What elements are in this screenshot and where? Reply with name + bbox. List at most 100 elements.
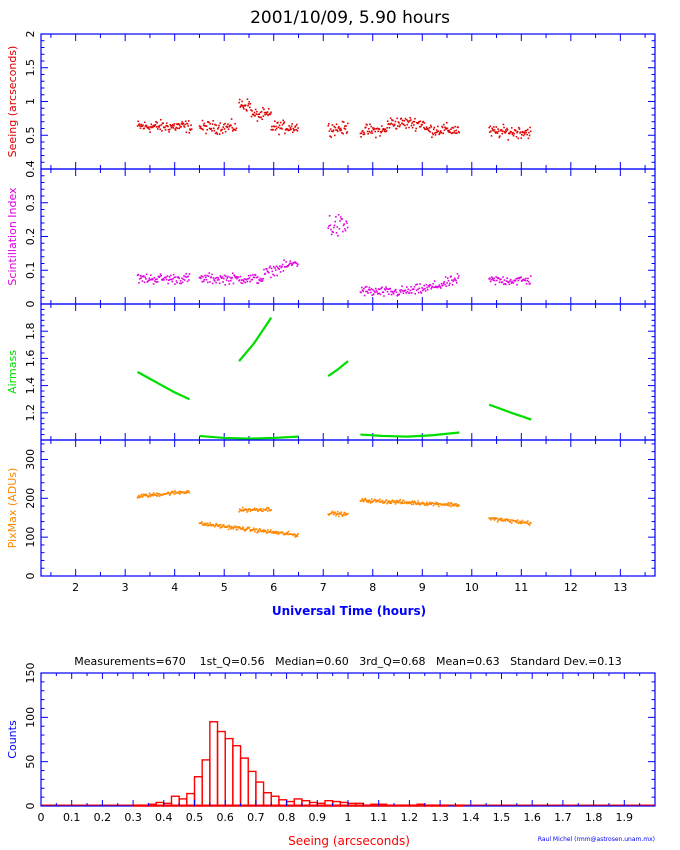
seeing-panel: 0.5 1 1.5 2 Seeing (arcseconds) [6,31,656,170]
seeing-point [273,125,276,128]
pixmax-point [438,505,440,508]
histogram-bar [186,792,196,807]
seeing-point [160,124,163,126]
pixmax-point [202,524,205,526]
pixmax-point [269,530,272,533]
seeing-point [267,114,269,117]
scintillation-point [181,277,183,280]
pixmax-panel: 0 100 200 300 PixMax (ADUs) 2 3 4 5 6 7 8 9 10 11 12 13 [6,439,656,594]
seeing-point [187,125,189,127]
scintillation-point [388,293,390,296]
scintillation-point [275,265,278,268]
scintillation-point [389,287,392,290]
pixmax-point [405,502,408,505]
histogram-x-tick-label: 0.4 [155,811,173,824]
pixmax-point [258,530,260,533]
scintillation-point [394,289,396,292]
histogram-x-tick-label: 0 [38,811,45,824]
scintillation-point [390,290,392,293]
seeing-point [342,132,344,135]
pixmax-point [203,522,206,525]
histogram-bar [454,804,464,807]
pixmax-point [411,500,414,503]
scintillation-point [431,285,434,288]
seeing-point [497,130,500,133]
pixmax-point [270,529,272,531]
seeing-point [332,130,334,133]
seeing-point [437,130,440,133]
pixmax-point [457,503,459,506]
pixmax-point [219,527,222,529]
seeing-point [342,121,345,123]
seeing-point [245,108,248,111]
seeing-point [417,122,419,125]
seeing-point [423,122,426,124]
seeing-point [425,126,428,129]
scintillation-point [402,292,405,295]
scintillation-point [410,285,412,288]
pixmax-point [515,520,517,522]
pixmax-point [450,502,453,504]
seeing-point [370,125,372,128]
pixmax-point [362,499,364,501]
scintillation-point [419,291,422,293]
pixmax-point [396,501,399,504]
scintillation-point [264,272,267,275]
scintillation-point [199,276,201,279]
scintillation-point [149,274,152,276]
seeing-histogram: 0 0.1 0.2 0.3 0.4 0.5 0.6 0.7 0.8 0.9 1 1.1 1.2 1.3 1.… [6,663,656,824]
histogram-x-tick-label: 1.6 [523,811,541,824]
pixmax-point [421,501,424,504]
pixmax-point [494,518,496,520]
seeing-point [227,123,229,126]
seeing-point [428,129,430,132]
scintillation-point [296,265,299,267]
scintillation-point [203,278,206,281]
scintillation-point [395,291,398,293]
scintillation-point [259,277,262,280]
seeing-point [386,120,389,123]
pixmax-point [374,498,377,501]
seeing-point [265,111,268,114]
seeing-point [377,130,380,133]
seeing-point [199,127,201,129]
scintillation-point [147,279,150,282]
seeing-point [242,106,245,109]
seeing-point [201,127,203,130]
seeing-point [214,132,217,135]
histogram-x-tick-label: 1.1 [370,811,388,824]
seeing-point [182,122,185,125]
scintillation-point [216,279,219,281]
scintillation-point [232,282,235,285]
seeing-point [223,128,226,130]
scintillation-point [426,286,428,289]
scintillation-point [362,290,365,293]
scintillation-point [253,276,256,279]
pixmax-point [389,501,392,503]
pixmax-point [249,528,251,531]
scintillation-point [270,267,273,270]
seeing-point [391,119,393,121]
scintillation-point [453,277,456,280]
seeing-point [394,120,397,123]
scintillation-point [382,291,385,294]
scintillation-point [506,277,508,279]
pixmax-point [173,493,176,496]
pixmax-point [183,492,186,495]
seeing-point [399,124,401,126]
seeing-point [251,109,253,112]
scintillation-point [243,280,245,283]
pixmax-point [246,511,248,513]
scintillation-point [363,287,365,290]
pixmax-point [186,490,188,492]
pixmax-point [264,530,267,532]
scintillation-point [165,278,168,281]
seeing-point [391,123,394,126]
scintillation-point [222,277,225,280]
histogram-bar [247,770,257,807]
seeing-point [241,104,244,107]
seeing-point [153,125,156,128]
scintillation-point [370,291,372,294]
pixmax-point [228,524,231,527]
pixmax-point [445,503,448,505]
